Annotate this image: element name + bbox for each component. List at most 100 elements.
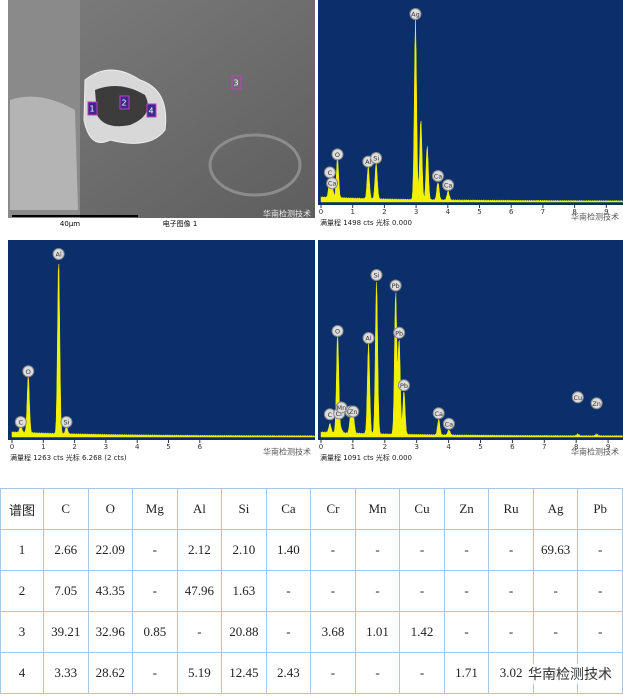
table-cell: 47.96: [176, 570, 223, 612]
peak-label: Ca: [328, 180, 337, 188]
x-tick-label: 8: [574, 443, 578, 451]
table-cell: 22.09: [87, 529, 134, 571]
table-cell: -: [488, 611, 534, 653]
peak-marker: [335, 401, 348, 414]
table-cell: 20.88: [221, 611, 267, 653]
table-cell: 2.12: [176, 529, 223, 571]
spectrum-footer: 满量程 1498 cts 光标 0.000: [320, 218, 412, 227]
point-marker: [146, 103, 157, 118]
spectrum-trace: [11, 263, 316, 438]
table-cell: -: [265, 611, 312, 653]
peak-label: Si: [63, 419, 69, 427]
peak-label: O: [26, 368, 31, 376]
peak-label: Mn: [337, 404, 347, 412]
watermark: 华南检测技术: [263, 209, 311, 219]
spectrum-footer: 满量程 1091 cts 光标 0.000: [320, 453, 412, 462]
table-cell: -: [443, 611, 490, 653]
peak-label: Ca: [444, 182, 453, 190]
table-cell: -: [132, 652, 178, 694]
peak-marker: [389, 279, 402, 292]
table-cell: -: [532, 611, 579, 653]
watermark: 华南检测技术: [263, 447, 311, 457]
peak-marker: [331, 325, 344, 337]
point-marker: [231, 75, 242, 90]
x-tick-label: 2: [383, 443, 387, 451]
watermark: 华南检测技术: [571, 212, 619, 222]
peak-marker: [409, 8, 422, 20]
x-tick-label: 3: [414, 208, 418, 216]
peak-label: Ag: [411, 11, 420, 19]
x-tick-label: 2: [382, 208, 386, 216]
table-cell: -: [354, 529, 401, 571]
x-tick-label: 4: [446, 443, 451, 451]
table-cell: Al: [176, 488, 223, 530]
peak-label: C: [328, 169, 333, 177]
peak-marker: [22, 365, 35, 378]
peak-marker: [370, 269, 383, 281]
table-cell: 1.40: [265, 529, 312, 571]
table-cell: Cr: [310, 488, 356, 530]
table-cell: -: [488, 570, 534, 612]
point-label: 3: [233, 79, 238, 88]
x-tick-label: 0: [319, 208, 323, 216]
x-tick-label: 2: [72, 443, 76, 451]
table-row: 2 7.05 43.35-47.96 1.63- - - - - - - -: [0, 570, 623, 612]
x-tick-label: 0: [319, 443, 323, 451]
watermark: 华南检测技术: [525, 664, 615, 684]
spectrum-trace: [320, 19, 623, 203]
x-tick-label: 9: [604, 208, 608, 216]
peak-label: Pb: [392, 282, 400, 290]
spectrum-footer: 满量程 1263 cts 光标 6.268 (2 cts): [10, 453, 127, 462]
peak-label: Ca: [434, 410, 443, 418]
peak-marker: [362, 332, 375, 344]
peak-marker: [442, 417, 455, 430]
table-row: 3 39.21 32.96 0.85-20.88-3.68 1.01 1.42- - - -: [0, 611, 623, 653]
table-cell: 2: [0, 570, 44, 612]
table-cell: -: [310, 529, 356, 571]
table-cell: 3.68: [310, 611, 356, 653]
table-cell: -: [399, 529, 445, 571]
peak-label: O: [335, 328, 340, 336]
table-cell: -: [132, 570, 178, 612]
composition-table: 谱图 C O Mg Al Si Ca Cr Mn Cu Zn Ru Ag Pb 1 2.66 22.09-2.1…: [0, 488, 623, 694]
sem-caption-bar: [8, 218, 315, 228]
table-cell: 1.01: [354, 611, 401, 653]
table-cell: 32.96: [87, 611, 134, 653]
spectrum-trace: [320, 281, 623, 438]
table-cell: 3.33: [43, 652, 89, 694]
peak-label: Pb: [395, 329, 403, 337]
table-cell: -: [310, 570, 356, 612]
table-cell: 3.02: [488, 652, 534, 694]
table-cell: 5.19: [176, 652, 223, 694]
table-cell: -: [354, 652, 401, 694]
table-cell: C: [43, 488, 89, 530]
table-cell: 28.62: [87, 652, 134, 694]
point-marker: [87, 101, 98, 116]
table-cell: Mn: [354, 488, 401, 530]
peak-label: C: [328, 411, 333, 419]
table-cell: 7.05: [43, 570, 89, 612]
watermark: 华南检测技术: [571, 447, 619, 457]
peak-marker: [590, 397, 603, 410]
scale-label: 40µm: [60, 220, 80, 228]
table-cell: -: [532, 570, 579, 612]
peak-label: Zn: [349, 408, 358, 416]
table-cell: -: [577, 570, 623, 612]
x-tick-label: 6: [509, 208, 514, 216]
sem-region: [208, 133, 302, 197]
table-cell: 2.66: [43, 529, 89, 571]
table-row: 1 2.66 22.09-2.12 2.10 1.40- - - - -69.63-: [0, 529, 623, 571]
x-tick-label: 1: [351, 443, 355, 451]
table-cell: -: [443, 529, 490, 571]
point-marker: [119, 95, 130, 110]
point-label: 2: [121, 99, 126, 108]
peak-label: Al: [365, 158, 371, 166]
x-tick-label: 6: [510, 443, 515, 451]
table-cell: -: [488, 529, 534, 571]
table-row: 谱图 C O Mg Al Si Ca Cr Mn Cu Zn Ru Ag Pb: [0, 488, 623, 530]
peak-marker: [52, 248, 65, 260]
table-cell: Pb: [577, 488, 623, 530]
table-cell: -: [577, 611, 623, 653]
table-cell: 1.71: [443, 652, 490, 694]
